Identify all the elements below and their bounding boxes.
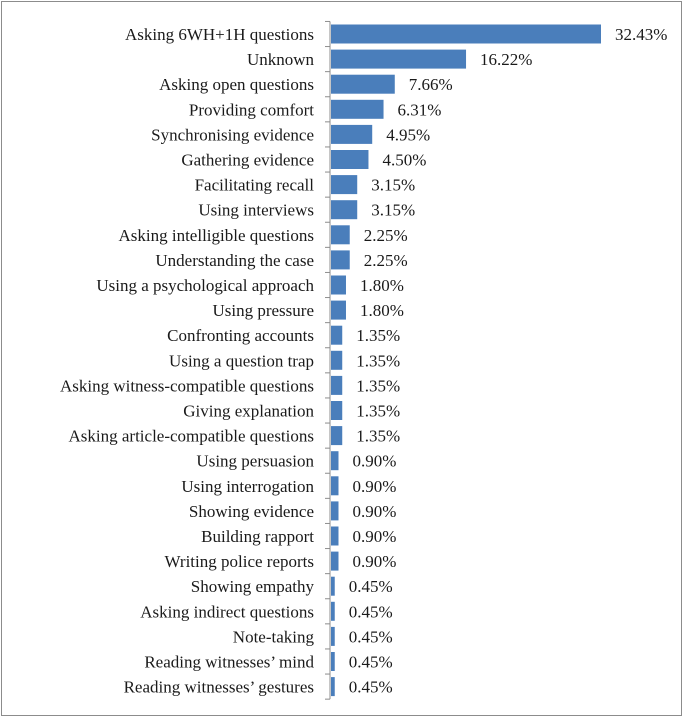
category-label: Writing police reports <box>165 552 314 571</box>
value-label: 0.90% <box>352 502 396 521</box>
bar <box>331 677 335 697</box>
bar <box>331 551 339 571</box>
category-label: Giving explanation <box>183 402 314 421</box>
category-label: Reading witnesses’ mind <box>144 653 314 672</box>
category-label: Showing empathy <box>191 577 315 596</box>
value-label: 0.90% <box>352 452 396 471</box>
category-label: Note-taking <box>233 627 315 646</box>
value-label: 6.31% <box>398 100 442 119</box>
value-label: 0.90% <box>352 552 396 571</box>
value-label: 1.35% <box>356 376 400 395</box>
category-label: Using interviews <box>198 201 314 220</box>
value-label: 16.22% <box>480 50 532 69</box>
bar <box>331 225 350 245</box>
category-label: Using interrogation <box>181 477 314 496</box>
category-label: Facilitating recall <box>195 176 315 195</box>
category-label: Asking article-compatible questions <box>69 427 315 446</box>
value-label: 3.15% <box>371 201 415 220</box>
category-label: Gathering evidence <box>181 151 314 170</box>
category-label: Building rapport <box>201 527 314 546</box>
value-label: 0.45% <box>349 602 393 621</box>
category-label: Asking open questions <box>159 75 314 94</box>
bar <box>331 250 350 270</box>
category-label: Understanding the case <box>155 251 314 270</box>
bar <box>331 451 339 471</box>
bar <box>331 300 346 320</box>
value-label: 0.45% <box>349 577 393 596</box>
category-label: Asking 6WH+1H questions <box>125 25 314 44</box>
bar <box>331 200 358 220</box>
value-label: 4.95% <box>386 125 430 144</box>
value-label: 1.35% <box>356 402 400 421</box>
category-label: Asking indirect questions <box>140 602 314 621</box>
bar <box>331 49 467 69</box>
value-label: 0.90% <box>352 477 396 496</box>
value-label: 7.66% <box>409 75 453 94</box>
value-label: 1.80% <box>360 301 404 320</box>
bar <box>331 626 335 646</box>
category-label: Using a psychological approach <box>96 276 314 295</box>
bar <box>331 601 335 621</box>
value-label: 1.35% <box>356 351 400 370</box>
value-label: 0.45% <box>349 678 393 697</box>
category-label: Reading witnesses’ gestures <box>124 678 314 697</box>
bar <box>331 175 358 195</box>
value-label: 4.50% <box>382 151 426 170</box>
value-label: 2.25% <box>364 251 408 270</box>
bar <box>331 476 339 496</box>
category-label: Unknown <box>247 50 315 69</box>
category-label: Providing comfort <box>189 100 314 119</box>
value-label: 3.15% <box>371 176 415 195</box>
value-label: 32.43% <box>615 25 667 44</box>
category-label: Asking intelligible questions <box>119 226 315 245</box>
bar <box>331 124 373 144</box>
value-label: 0.45% <box>349 653 393 672</box>
value-label: 1.80% <box>360 276 404 295</box>
category-label: Showing evidence <box>189 502 314 521</box>
bar <box>331 150 369 169</box>
value-label: 0.90% <box>352 527 396 546</box>
value-label: 2.25% <box>364 226 408 245</box>
value-label: 0.45% <box>349 627 393 646</box>
bar <box>331 74 395 94</box>
category-label: Synchronising evidence <box>151 125 314 144</box>
bar <box>331 652 335 671</box>
value-label: 1.35% <box>356 427 400 446</box>
category-label: Confronting accounts <box>167 326 314 345</box>
category-label: Asking witness-compatible questions <box>60 376 314 395</box>
bar <box>331 401 343 420</box>
bar <box>331 275 346 295</box>
bar <box>331 375 343 395</box>
bar <box>331 426 343 446</box>
bar <box>331 325 343 345</box>
bar <box>331 576 335 596</box>
value-label: 1.35% <box>356 326 400 345</box>
category-label: Using persuasion <box>196 452 314 471</box>
bar <box>331 350 343 370</box>
bar <box>331 501 339 521</box>
bar <box>331 24 601 44</box>
category-label: Using a question trap <box>169 351 314 370</box>
category-label: Using pressure <box>212 301 314 320</box>
bar <box>331 526 339 546</box>
bar <box>331 99 384 119</box>
